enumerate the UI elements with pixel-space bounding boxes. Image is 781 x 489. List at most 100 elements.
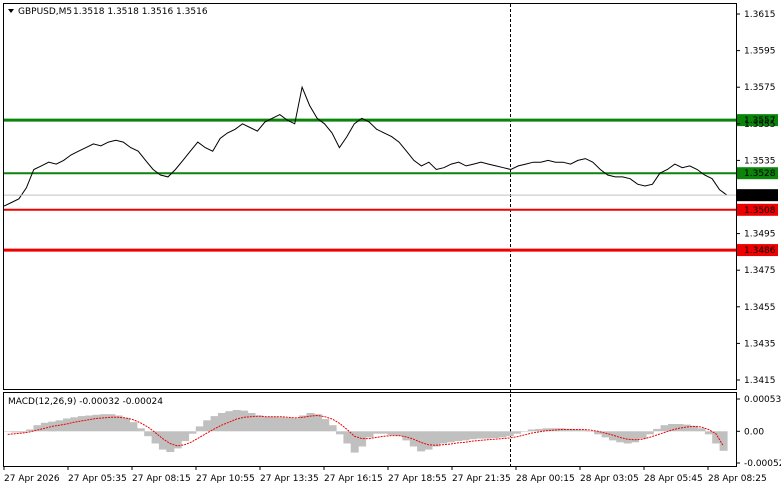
price-tick-label: 1.3475: [744, 266, 776, 276]
macd-histogram-bar: [520, 431, 529, 432]
macd-histogram-bar: [299, 415, 308, 432]
macd-histogram-bar: [306, 413, 315, 432]
macd-histogram-bar: [675, 424, 684, 432]
macd-histogram-bar: [431, 431, 440, 447]
symbol-dropdown-icon[interactable]: [8, 9, 14, 13]
macd-histogram-bar: [446, 431, 455, 443]
macd-histogram-bar: [85, 415, 94, 432]
macd-histogram-bar: [719, 431, 728, 451]
macd-histogram-bar: [579, 430, 588, 432]
macd-histogram-bar: [616, 431, 625, 443]
macd-histogram-bar: [188, 431, 197, 434]
price-axis: 1.3615 1.3595 1.3575 1.3555 1.3535 1.3515 1.34…: [736, 10, 776, 386]
level-price-tag: [737, 114, 778, 127]
macd-histogram-bar: [313, 414, 322, 432]
macd-histogram-bar: [513, 431, 522, 434]
macd-histogram-bar: [645, 431, 654, 435]
macd-histogram-bar: [284, 417, 293, 432]
macd-histogram-bar: [225, 411, 234, 432]
macd-histogram-bar: [601, 431, 610, 438]
time-axis: 27 Apr 2026 27 Apr 05:35 27 Apr 08:15 27 Ap…: [3, 466, 767, 484]
macd-histogram-bar: [247, 413, 256, 432]
macd-histogram-bar: [468, 431, 477, 440]
macd-histogram-bar: [395, 431, 403, 436]
macd-histogram-bar: [11, 431, 20, 433]
macd-histogram-bar: [527, 429, 536, 432]
level-price-label: 1.3486: [744, 246, 776, 256]
macd-histogram-bar: [70, 417, 79, 432]
macd-histogram-bar: [609, 431, 617, 441]
macd-histogram-bar: [26, 429, 35, 432]
current-price-tag: [737, 189, 778, 202]
price-tick-label: 1.3435: [744, 339, 776, 349]
macd-histogram-bar: [232, 410, 241, 432]
price-line: 1.3516: [3, 85, 778, 207]
macd-label: MACD(12,26,9) -0.00032 -0.00024: [8, 397, 163, 407]
macd-histogram-bar: [424, 431, 433, 450]
macd-histogram-bar: [535, 428, 544, 432]
macd-histogram-bar: [99, 414, 108, 432]
macd-histogram-bar: [542, 428, 551, 432]
macd-histogram-bar: [33, 425, 42, 432]
macd-histogram-bar: [107, 414, 116, 432]
macd-tick-label: -0.00052: [744, 459, 781, 469]
time-tick-label: 27 Apr 16:15: [324, 474, 383, 484]
level-price-label: 1.3528: [744, 169, 776, 179]
macd-histogram-bar: [18, 431, 27, 433]
price-series-line: [3, 85, 728, 207]
macd-histogram-bar: [291, 418, 300, 432]
macd-histogram-bar: [144, 431, 153, 437]
time-tick-label: 27 Apr 13:35: [260, 474, 319, 484]
time-tick-label: 27 Apr 10:55: [196, 474, 255, 484]
macd-histogram-bar: [240, 410, 249, 432]
macd-histogram-bar: [490, 431, 499, 438]
level-price-tag: [737, 167, 778, 180]
macd-tick-label: 0.00: [744, 427, 764, 437]
macd-histogram-bar: [498, 431, 507, 438]
price-tick-label: 1.3555: [744, 120, 776, 130]
price-tick-label: 1.3575: [744, 83, 776, 93]
macd-histogram-bar: [277, 417, 285, 432]
macd-axis: 0.00053 0.00 -0.00052: [736, 395, 781, 469]
macd-histogram-bar: [217, 413, 226, 432]
price-tick-label: 1.3415: [744, 376, 776, 386]
price-tick-label: 1.3535: [744, 156, 776, 166]
level-price-tag: [737, 244, 778, 257]
macd-histogram-bar: [586, 431, 595, 432]
time-tick-label: 28 Apr 08:25: [708, 474, 767, 484]
macd-histogram-bar: [321, 419, 330, 432]
price-tick-label: 1.3455: [744, 303, 776, 313]
macd-histogram-bar: [136, 428, 145, 432]
time-tick-label: 28 Apr 03:05: [580, 474, 639, 484]
level-lines: 1.3557 1.3528 1.3508 1.3486: [4, 114, 778, 257]
macd-histogram-bar: [40, 422, 49, 432]
level-price-label: 1.3508: [744, 206, 776, 216]
time-tick-label: 27 Apr 08:15: [132, 474, 191, 484]
macd-histogram-bar: [704, 431, 713, 435]
macd-histogram-bar: [439, 431, 448, 444]
time-tick-label: 27 Apr 2026: [4, 474, 60, 484]
price-tick-label: 1.3615: [744, 10, 776, 20]
current-price-label: 1.3516: [744, 191, 776, 201]
macd-histogram-bar: [181, 431, 190, 442]
macd-histogram-bar: [210, 416, 219, 432]
macd-histogram-bar: [631, 431, 640, 443]
macd-histogram-bar: [712, 431, 721, 444]
macd-histogram-bar: [454, 431, 462, 442]
macd-panel-frame: [3, 392, 737, 467]
macd-histogram-bar: [328, 425, 337, 432]
time-tick-label: 27 Apr 18:55: [388, 474, 447, 484]
macd-histogram-bar: [365, 431, 374, 438]
macd-histogram-bar: [372, 431, 381, 434]
time-tick-label: 27 Apr 05:35: [68, 474, 127, 484]
symbol-label: GBPUSD,M5: [18, 7, 72, 17]
macd-histogram-bar: [4, 431, 12, 432]
macd-histogram-bar: [594, 431, 603, 435]
macd-histogram-bar: [203, 420, 212, 432]
macd-histogram-bar: [572, 429, 581, 432]
macd-histogram-bar: [173, 431, 182, 449]
time-tick-label: 28 Apr 05:45: [644, 474, 703, 484]
macd-histogram-bar: [690, 425, 699, 432]
macd-histogram-bar: [129, 422, 138, 432]
